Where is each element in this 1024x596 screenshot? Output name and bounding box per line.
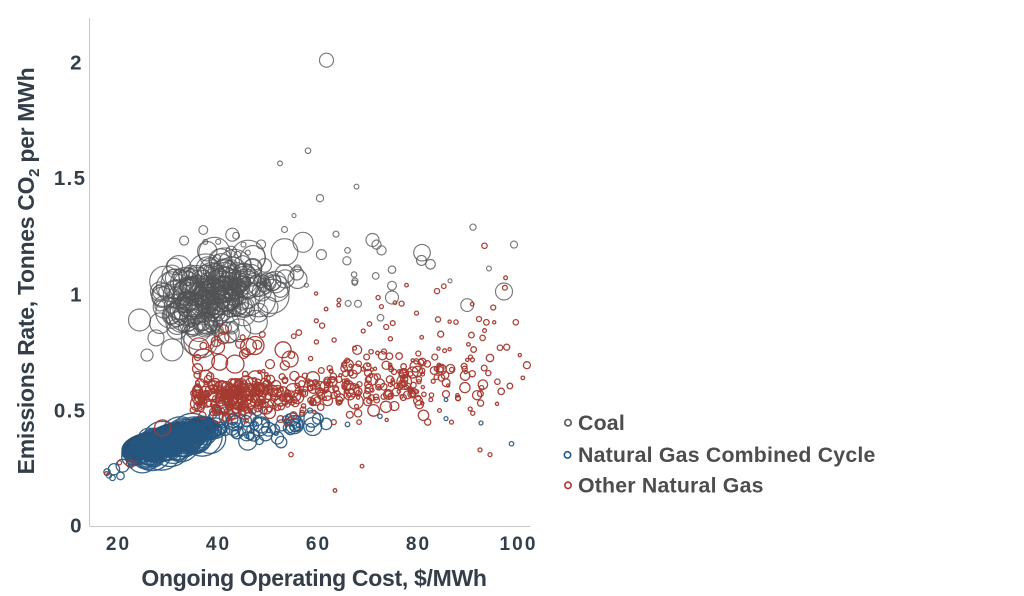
svg-text:20: 20 [106,534,131,555]
svg-text:Ongoing Operating Cost, $/MWh: Ongoing Operating Cost, $/MWh [141,565,486,591]
svg-text:Coal: Coal [578,411,625,435]
svg-text:60: 60 [306,534,331,555]
svg-text:80: 80 [406,534,431,555]
svg-text:0: 0 [70,515,83,538]
svg-text:1.5: 1.5 [54,167,86,190]
svg-text:Other Natural Gas: Other Natural Gas [578,474,764,498]
svg-text:40: 40 [206,534,231,555]
svg-text:0.5: 0.5 [54,400,86,423]
svg-text:1: 1 [70,284,83,307]
svg-text:Natural Gas Combined Cycle: Natural Gas Combined Cycle [578,443,876,467]
svg-text:Emissions Rate, Tonnes CO2 per: Emissions Rate, Tonnes CO2 per MWh [13,68,43,475]
svg-text:2: 2 [70,52,83,75]
svg-text:100: 100 [499,534,537,555]
